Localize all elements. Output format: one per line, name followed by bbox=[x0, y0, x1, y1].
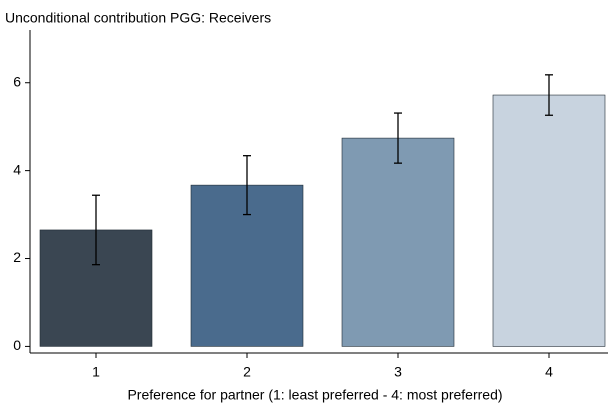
y-tick-label: 2 bbox=[13, 249, 21, 265]
x-tick-label: 1 bbox=[92, 364, 100, 380]
bar bbox=[492, 94, 606, 347]
y-tick-label: 6 bbox=[13, 73, 21, 89]
x-tick-label: 3 bbox=[394, 364, 402, 380]
chart-title: Unconditional contribution PGG: Receiver… bbox=[5, 10, 271, 26]
y-tick-label: 0 bbox=[13, 337, 21, 353]
y-tick-label: 4 bbox=[13, 161, 21, 177]
bar bbox=[341, 137, 455, 347]
x-tick-label: 4 bbox=[545, 364, 553, 380]
x-tick-label: 2 bbox=[243, 364, 251, 380]
x-axis-label: Preference for partner (1: least preferr… bbox=[127, 387, 502, 403]
